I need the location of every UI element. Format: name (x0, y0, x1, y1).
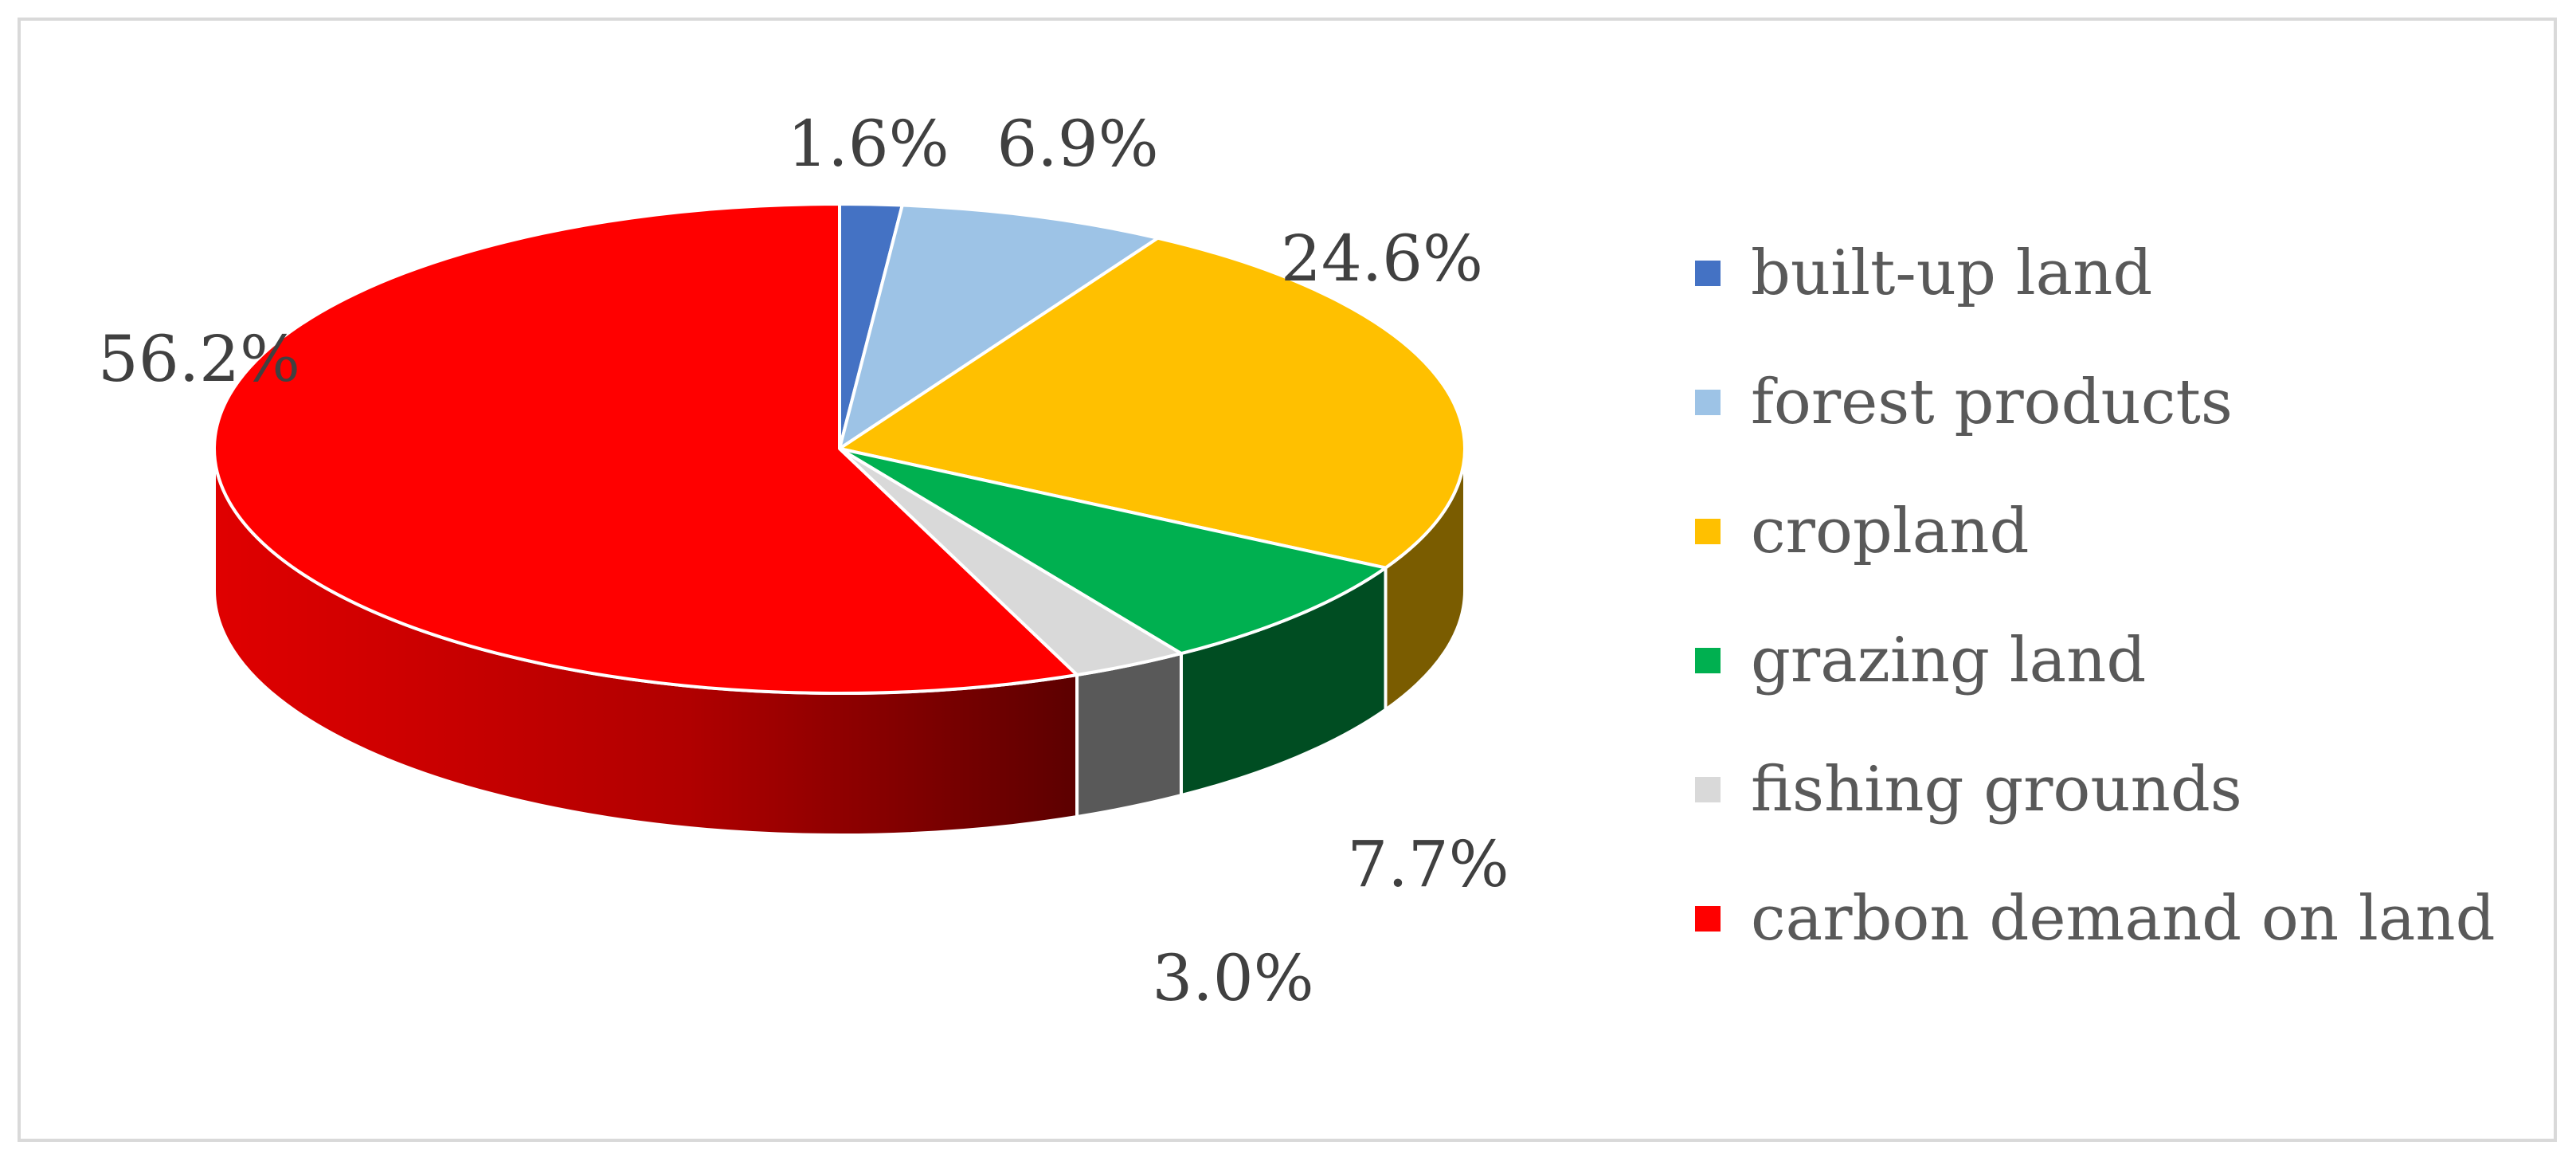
legend-swatch (1695, 390, 1721, 415)
legend-item-forest-products: forest products (1695, 338, 2496, 467)
value-label-fishing-grounds: 3.0% (1152, 941, 1313, 1015)
value-label-grazing-land: 7.7% (1347, 827, 1509, 901)
legend-label: forest products (1751, 367, 2233, 438)
legend-label: cropland (1751, 496, 2030, 567)
pie-value-labels: 1.6% 6.9% 24.6% 7.7% 3.0% 56.2% (98, 107, 1509, 1015)
legend-label: carbon demand on land (1751, 883, 2496, 955)
legend-swatch (1695, 777, 1721, 802)
legend-swatch (1695, 261, 1721, 286)
legend-item-carbon-demand-on-land: carbon demand on land (1695, 854, 2496, 983)
pie-slice-cropland (838, 236, 1466, 570)
pie-slice-forest-products (838, 203, 1160, 450)
pie-slice-grazing-land (838, 447, 1388, 656)
legend-item-cropland: cropland (1695, 467, 2496, 596)
legend-swatch (1695, 906, 1721, 932)
value-label-carbon-demand-on-land: 56.2% (98, 322, 300, 396)
legend-item-built-up-land: built-up land (1695, 209, 2496, 338)
legend-label: grazing land (1751, 625, 2147, 696)
legend-label: built-up land (1751, 237, 2153, 309)
value-label-forest-products: 6.9% (996, 107, 1158, 181)
legend-swatch (1695, 519, 1721, 544)
pie-slice-carbon-demand-on-land (213, 202, 1079, 695)
pie-top-faces (213, 202, 1466, 695)
value-label-built-up-land: 1.6% (787, 107, 949, 181)
legend: built-up land forest products cropland g… (1695, 209, 2496, 983)
legend-item-grazing-land: grazing land (1695, 596, 2496, 725)
legend-item-fishing-grounds: fishing grounds (1695, 725, 2496, 854)
legend-swatch (1695, 648, 1721, 673)
legend-label: fishing grounds (1751, 754, 2242, 826)
pie-side-fishing-grounds (1075, 652, 1183, 818)
value-label-cropland: 24.6% (1281, 222, 1483, 296)
